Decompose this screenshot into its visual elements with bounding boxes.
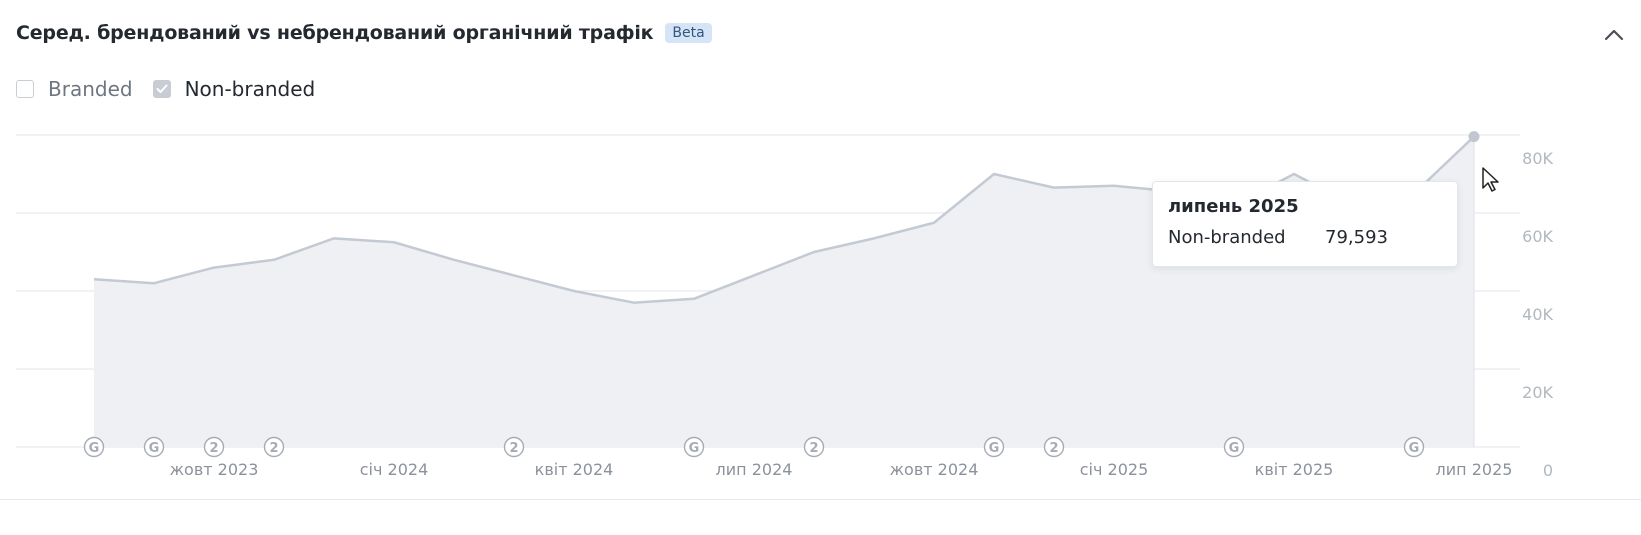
x-tick-label: жовт 2024 [890, 460, 979, 479]
non-branded-checkbox[interactable] [152, 80, 171, 98]
tooltip-value: 79,593 [1325, 227, 1388, 248]
event-marker-label: G [1229, 441, 1240, 456]
data-point [1111, 183, 1117, 189]
bottom-divider [0, 499, 1641, 500]
event-marker-label: 2 [269, 441, 278, 456]
data-point [331, 235, 337, 241]
event-marker-label: 2 [509, 441, 518, 456]
x-tick-label: лип 2025 [1436, 460, 1513, 479]
y-tick-label: 60K [1522, 227, 1553, 246]
event-marker-label: G [89, 441, 100, 456]
event-marker [1043, 436, 1065, 458]
legend-item-branded[interactable]: Branded [16, 77, 133, 101]
tooltip-title: липень 2025 [1168, 196, 1299, 217]
event-marker-label: G [149, 441, 160, 456]
chart-header: Серед. брендований vs небрендований орга… [16, 22, 712, 44]
x-tick-label: січ 2025 [1080, 460, 1149, 479]
event-marker [1403, 436, 1425, 458]
y-tick-label: 40K [1522, 305, 1553, 324]
data-point [211, 265, 217, 271]
event-marker [803, 436, 825, 458]
event-marker [683, 436, 705, 458]
event-marker-label: G [689, 441, 700, 456]
event-marker [263, 436, 285, 458]
collapse-button[interactable] [1601, 22, 1627, 48]
event-marker-label: 2 [809, 441, 818, 456]
tooltip-series: Non-branded [1168, 227, 1286, 248]
series-area [94, 136, 1474, 448]
data-point [631, 300, 637, 306]
data-point [271, 257, 277, 263]
data-point [451, 257, 457, 263]
data-point [91, 276, 97, 282]
data-point [391, 239, 397, 245]
chart-title: Серед. брендований vs небрендований орга… [16, 22, 654, 44]
x-tick-label: жовт 2023 [170, 460, 259, 479]
data-point [871, 235, 877, 241]
data-point [151, 280, 157, 286]
data-point [1051, 185, 1057, 191]
chart-legend: Branded Non-branded [16, 77, 335, 101]
event-marker-label: G [1409, 441, 1420, 456]
data-point [931, 220, 937, 226]
data-point [511, 272, 517, 278]
event-marker [203, 436, 225, 458]
legend-item-non-branded[interactable]: Non-branded [152, 77, 316, 101]
checkmark-icon [156, 84, 168, 93]
data-point [991, 171, 997, 177]
x-tick-label: лип 2024 [716, 460, 793, 479]
y-tick-label: 80K [1522, 149, 1553, 168]
event-marker [83, 436, 105, 458]
chart-tooltip: липень 2025 Non-branded 79,593 [1152, 181, 1458, 267]
event-marker [143, 436, 165, 458]
event-marker-label: 2 [1049, 441, 1058, 456]
event-marker-label: 2 [209, 441, 218, 456]
chevron-up-icon [1604, 29, 1624, 41]
data-point [811, 249, 817, 255]
event-marker-label: G [989, 441, 1000, 456]
data-point [691, 296, 697, 302]
x-tick-label: січ 2024 [360, 460, 429, 479]
x-tick-label: квіт 2025 [1255, 460, 1334, 479]
y-tick-label: 0 [1543, 461, 1553, 480]
mouse-cursor-icon [1482, 167, 1499, 192]
highlight-point [1468, 131, 1480, 143]
event-marker [503, 436, 525, 458]
event-marker [983, 436, 1005, 458]
data-point [751, 272, 757, 278]
legend-label-non-branded: Non-branded [184, 77, 316, 101]
y-tick-label: 20K [1522, 383, 1553, 402]
data-point [1291, 171, 1297, 177]
legend-label-branded: Branded [48, 77, 133, 101]
branded-checkbox[interactable] [16, 80, 34, 98]
event-marker [1223, 436, 1245, 458]
data-point [571, 288, 577, 294]
x-tick-label: квіт 2024 [535, 460, 614, 479]
tooltip-row: Non-branded 79,593 [1168, 227, 1442, 248]
beta-badge: Beta [665, 23, 712, 43]
